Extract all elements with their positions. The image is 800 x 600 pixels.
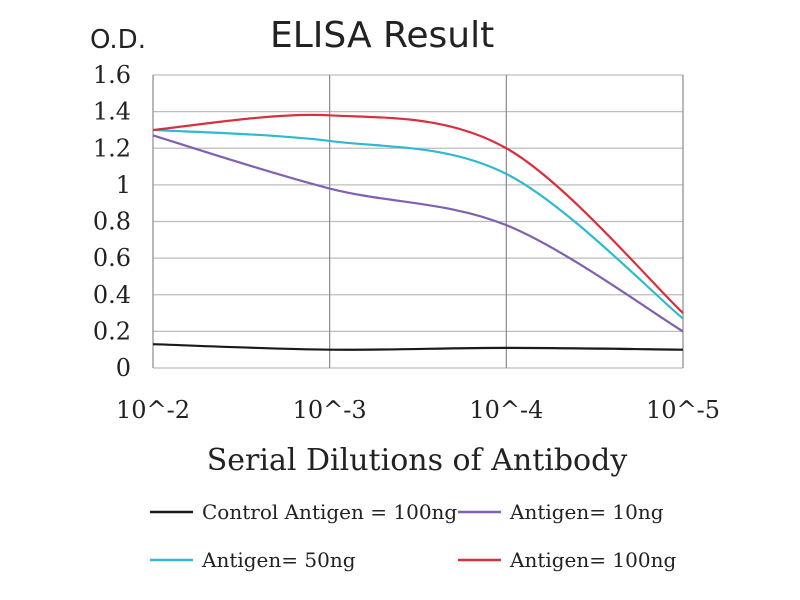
series-line-4 (152, 113, 684, 314)
legend-label: Antigen= 100ng (509, 548, 676, 572)
x-tick-label: 10^-2 (116, 396, 190, 424)
y-tick-label: 1.4 (93, 98, 131, 126)
series-lines (152, 113, 684, 351)
legend-label: Control Antigen = 100ng (202, 500, 457, 524)
series-line-1 (152, 343, 684, 351)
chart-title: ELISA Result (270, 15, 494, 56)
y-tick-label: 0.2 (93, 317, 131, 345)
x-tick-label: 10^-5 (646, 396, 720, 424)
x-tick-labels: 10^-2 10^-3 10^-4 10^-5 (116, 396, 720, 424)
x-tick-label: 10^-4 (469, 396, 543, 424)
y-tick-label: 1.2 (93, 134, 131, 162)
series-line-3 (152, 128, 684, 320)
y-axis-label: O.D. (90, 25, 146, 55)
legend: Control Antigen = 100ng Antigen= 10ng Anti… (150, 500, 676, 572)
y-tick-label: 1.6 (93, 61, 131, 89)
y-tick-label: 0 (116, 354, 131, 382)
grid-lines (152, 74, 684, 369)
legend-label: Antigen= 50ng (201, 548, 356, 572)
y-tick-label: 0.4 (93, 281, 131, 309)
y-tick-label: 1 (116, 171, 131, 199)
series-line-2 (152, 134, 684, 333)
x-axis-label: Serial Dilutions of Antibody (207, 443, 628, 478)
legend-label: Antigen= 10ng (509, 500, 664, 524)
y-tick-label: 0.8 (93, 208, 131, 236)
y-tick-labels: 0 0.2 0.4 0.6 0.8 1 1.2 1.4 1.6 (93, 61, 131, 382)
y-tick-label: 0.6 (93, 244, 131, 272)
x-tick-label: 10^-3 (293, 396, 367, 424)
